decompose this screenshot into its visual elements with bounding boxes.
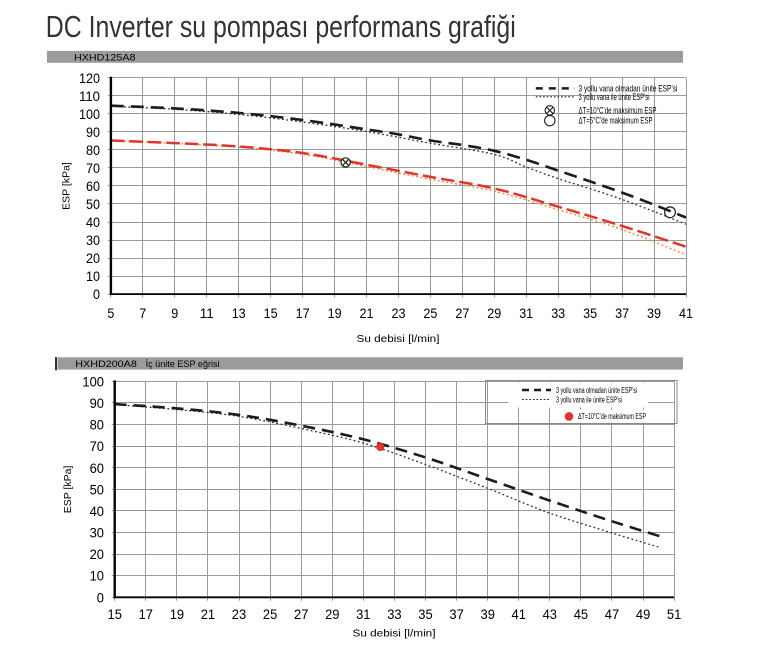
svg-text:90: 90 (90, 395, 105, 411)
svg-text:10: 10 (90, 568, 105, 584)
svg-text:60: 60 (90, 460, 105, 476)
svg-text:90: 90 (86, 124, 100, 140)
svg-text:19: 19 (328, 305, 342, 321)
svg-text:40: 40 (90, 503, 105, 519)
svg-text:50: 50 (86, 196, 100, 212)
svg-text:9: 9 (171, 305, 178, 321)
svg-text:39: 39 (481, 606, 496, 622)
svg-text:Su debisi [l/min]: Su debisi [l/min] (353, 628, 436, 640)
svg-text:ESP [kPa]: ESP [kPa] (61, 162, 73, 210)
svg-text:13: 13 (232, 305, 246, 321)
svg-text:47: 47 (605, 606, 620, 622)
svg-text:49: 49 (636, 606, 651, 622)
svg-text:ΔT=10°C’de maksimum ESP: ΔT=10°C’de maksimum ESP (579, 105, 657, 115)
svg-text:25: 25 (423, 305, 437, 321)
svg-text:7: 7 (139, 305, 146, 321)
svg-text:15: 15 (264, 305, 278, 321)
svg-text:51: 51 (667, 606, 682, 622)
svg-text:20: 20 (86, 250, 100, 266)
svg-text:3 yollu vana ile ünite ESP’si: 3 yollu vana ile ünite ESP’si (556, 395, 622, 404)
svg-text:35: 35 (583, 305, 597, 321)
svg-text:ESP [kPa]: ESP [kPa] (62, 465, 74, 513)
svg-text:10: 10 (86, 268, 100, 284)
svg-text:21: 21 (360, 305, 374, 321)
svg-text:120: 120 (79, 70, 100, 86)
svg-text:HXHD125A8: HXHD125A8 (74, 52, 136, 62)
svg-text:33: 33 (551, 305, 565, 321)
svg-text:80: 80 (86, 142, 100, 158)
svg-text:23: 23 (392, 305, 406, 321)
svg-text:29: 29 (487, 305, 501, 321)
svg-text:100: 100 (82, 373, 104, 389)
svg-text:5: 5 (107, 305, 114, 321)
svg-text:11: 11 (200, 305, 214, 321)
svg-text:29: 29 (325, 606, 340, 622)
svg-text:15: 15 (108, 606, 123, 622)
svg-text:37: 37 (615, 305, 629, 321)
svg-text:Su debisi [l/min]: Su debisi [l/min] (357, 333, 440, 345)
svg-text:17: 17 (139, 606, 154, 622)
svg-text:0: 0 (93, 286, 100, 302)
svg-text:41: 41 (679, 305, 693, 321)
svg-text:30: 30 (86, 232, 100, 248)
svg-text:25: 25 (263, 606, 278, 622)
svg-text:19: 19 (170, 606, 185, 622)
svg-text:HXHD200A8: HXHD200A8 (75, 359, 137, 369)
svg-text:3 yollu vana olmadan ünite ESP: 3 yollu vana olmadan ünite ESP’si (556, 386, 637, 395)
svg-text:110: 110 (79, 88, 100, 104)
svg-text:20: 20 (90, 546, 105, 562)
svg-text:60: 60 (86, 178, 100, 194)
svg-text:50: 50 (90, 481, 105, 497)
svg-text:35: 35 (418, 606, 433, 622)
svg-text:100: 100 (79, 106, 100, 122)
svg-text:0: 0 (97, 589, 104, 605)
svg-text:40: 40 (86, 214, 100, 230)
svg-text:27: 27 (294, 606, 309, 622)
svg-text:İç ünite ESP eğrisi: İç ünite ESP eğrisi (146, 359, 220, 369)
svg-text:33: 33 (387, 606, 402, 622)
svg-text:70: 70 (90, 438, 105, 454)
svg-text:ΔT=5°C’de maksimum ESP: ΔT=5°C’de maksimum ESP (579, 116, 653, 126)
svg-text:39: 39 (647, 305, 661, 321)
svg-text:70: 70 (86, 160, 100, 176)
svg-text:31: 31 (519, 305, 533, 321)
svg-text:3 yollu vana ile ünite ESP’si: 3 yollu vana ile ünite ESP’si (579, 92, 650, 102)
svg-text:27: 27 (455, 305, 469, 321)
svg-text:3 yollu vana olmadan ünite ESP: 3 yollu vana olmadan ünite ESP’si (579, 84, 678, 94)
svg-text:41: 41 (512, 606, 527, 622)
svg-text:21: 21 (201, 606, 216, 622)
svg-text:DC Inverter su pompası perform: DC Inverter su pompası performans grafiğ… (46, 9, 516, 44)
svg-text:45: 45 (574, 606, 589, 622)
svg-text:80: 80 (90, 417, 105, 433)
svg-text:43: 43 (543, 606, 558, 622)
svg-text:37: 37 (449, 606, 464, 622)
svg-text:31: 31 (356, 606, 371, 622)
svg-text:30: 30 (90, 525, 105, 541)
svg-text:ΔT=10°C’de maksimum ESP: ΔT=10°C’de maksimum ESP (578, 412, 646, 421)
svg-text:23: 23 (232, 606, 247, 622)
svg-text:17: 17 (296, 305, 310, 321)
